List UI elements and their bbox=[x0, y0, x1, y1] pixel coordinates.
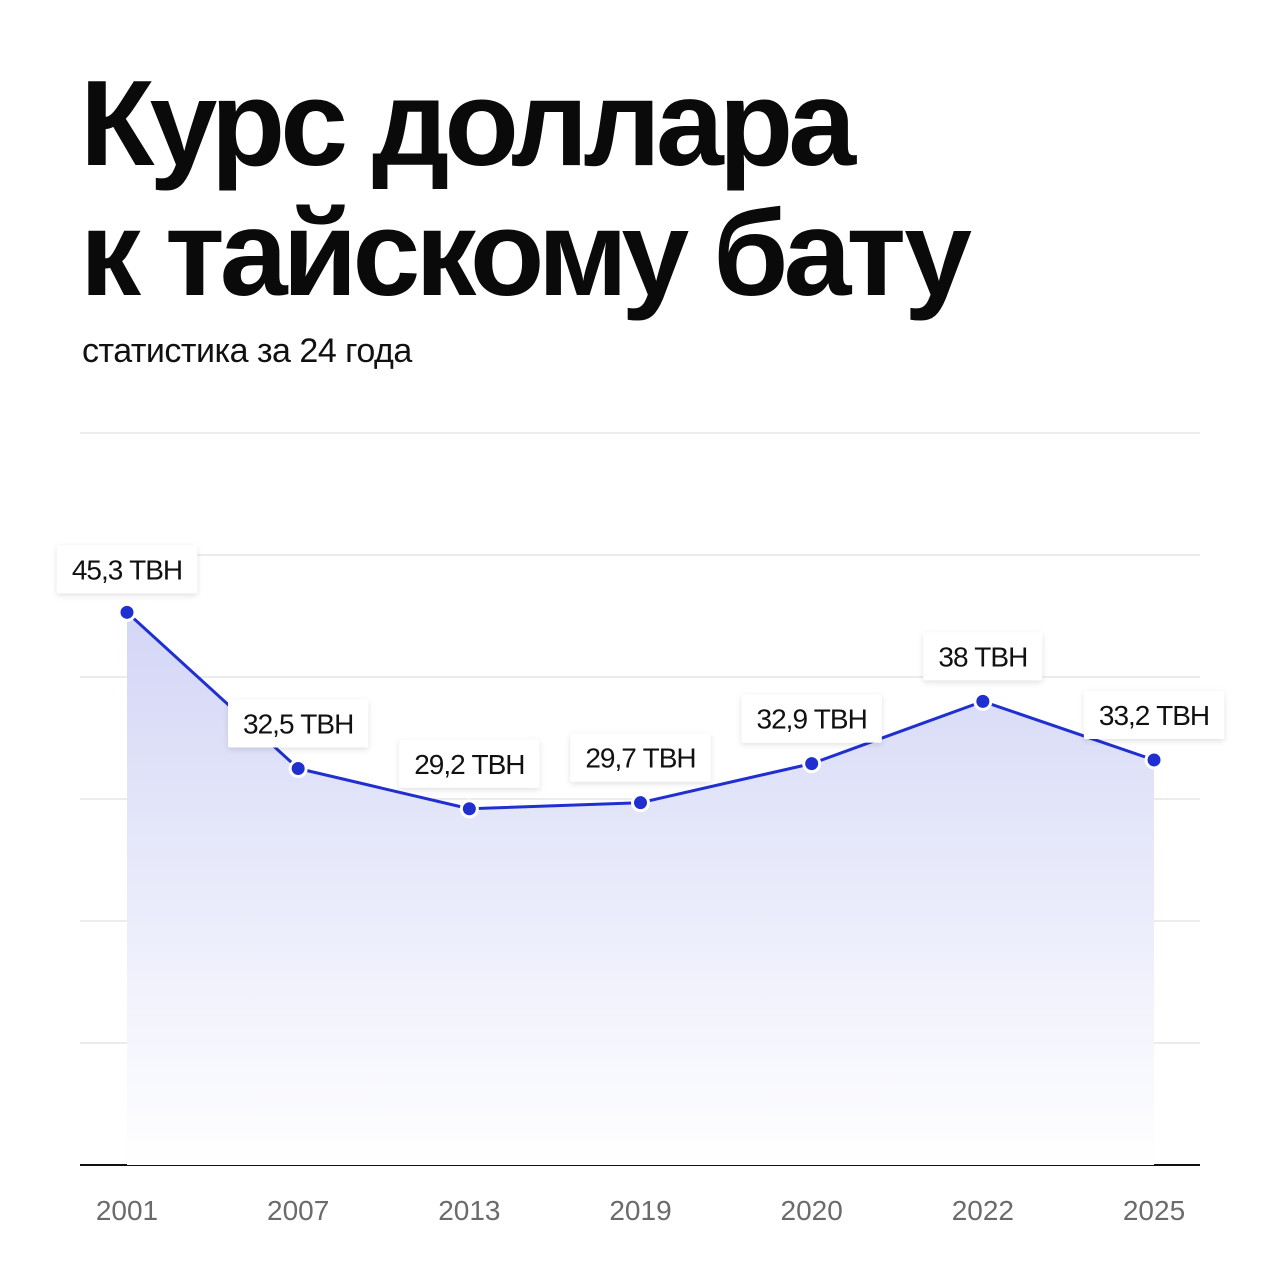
point bbox=[459, 799, 479, 819]
point bbox=[117, 602, 137, 622]
value-label-box: 32,5 ТВН bbox=[228, 699, 369, 748]
point bbox=[288, 759, 308, 778]
label-background bbox=[741, 694, 882, 743]
value-label: 29,7 ТВН bbox=[585, 743, 695, 774]
label-background bbox=[570, 733, 711, 782]
chart-title: к тайскому бату bbox=[80, 185, 972, 321]
x-tick-label: 2001 bbox=[96, 1195, 158, 1226]
value-label: 45,3 ТВН bbox=[72, 554, 182, 585]
chart-title: Курс доллара bbox=[80, 55, 857, 191]
label-background bbox=[1083, 690, 1225, 739]
point bbox=[1144, 750, 1164, 770]
area bbox=[127, 612, 1155, 1165]
value-label: 29,2 ТВН bbox=[414, 749, 524, 780]
value-label-box: 29,7 ТВН bbox=[570, 733, 711, 782]
x-tick-label: 2025 bbox=[1123, 1195, 1185, 1226]
value-label: 33,2 ТВН bbox=[1099, 700, 1209, 731]
label-background bbox=[56, 545, 198, 594]
x-tick-label: 2019 bbox=[609, 1195, 671, 1226]
x-tick-label: 2020 bbox=[781, 1195, 843, 1226]
label-background bbox=[399, 739, 540, 788]
point bbox=[973, 691, 993, 711]
value-label-box: 29,2 ТВН bbox=[399, 739, 540, 788]
value-label: 38 ТВН bbox=[938, 641, 1027, 672]
label-background bbox=[228, 699, 369, 748]
x-tick-label: 2013 bbox=[438, 1195, 500, 1226]
value-label-box: 45,3 ТВН bbox=[56, 545, 198, 594]
x-tick-label: 2007 bbox=[267, 1195, 329, 1226]
value-label-box: 33,2 ТВН bbox=[1083, 690, 1225, 739]
label-background bbox=[923, 632, 1043, 681]
point bbox=[802, 754, 822, 774]
value-label-box: 38 ТВН bbox=[923, 632, 1043, 681]
value-label: 32,9 ТВН bbox=[757, 704, 867, 735]
value-label-box: 32,9 ТВН bbox=[741, 694, 882, 743]
value-label: 32,5 ТВН bbox=[243, 709, 353, 740]
point bbox=[631, 793, 651, 813]
chart-subtitle: статистика за 24 года bbox=[82, 332, 412, 370]
x-tick-label: 2022 bbox=[952, 1195, 1014, 1226]
